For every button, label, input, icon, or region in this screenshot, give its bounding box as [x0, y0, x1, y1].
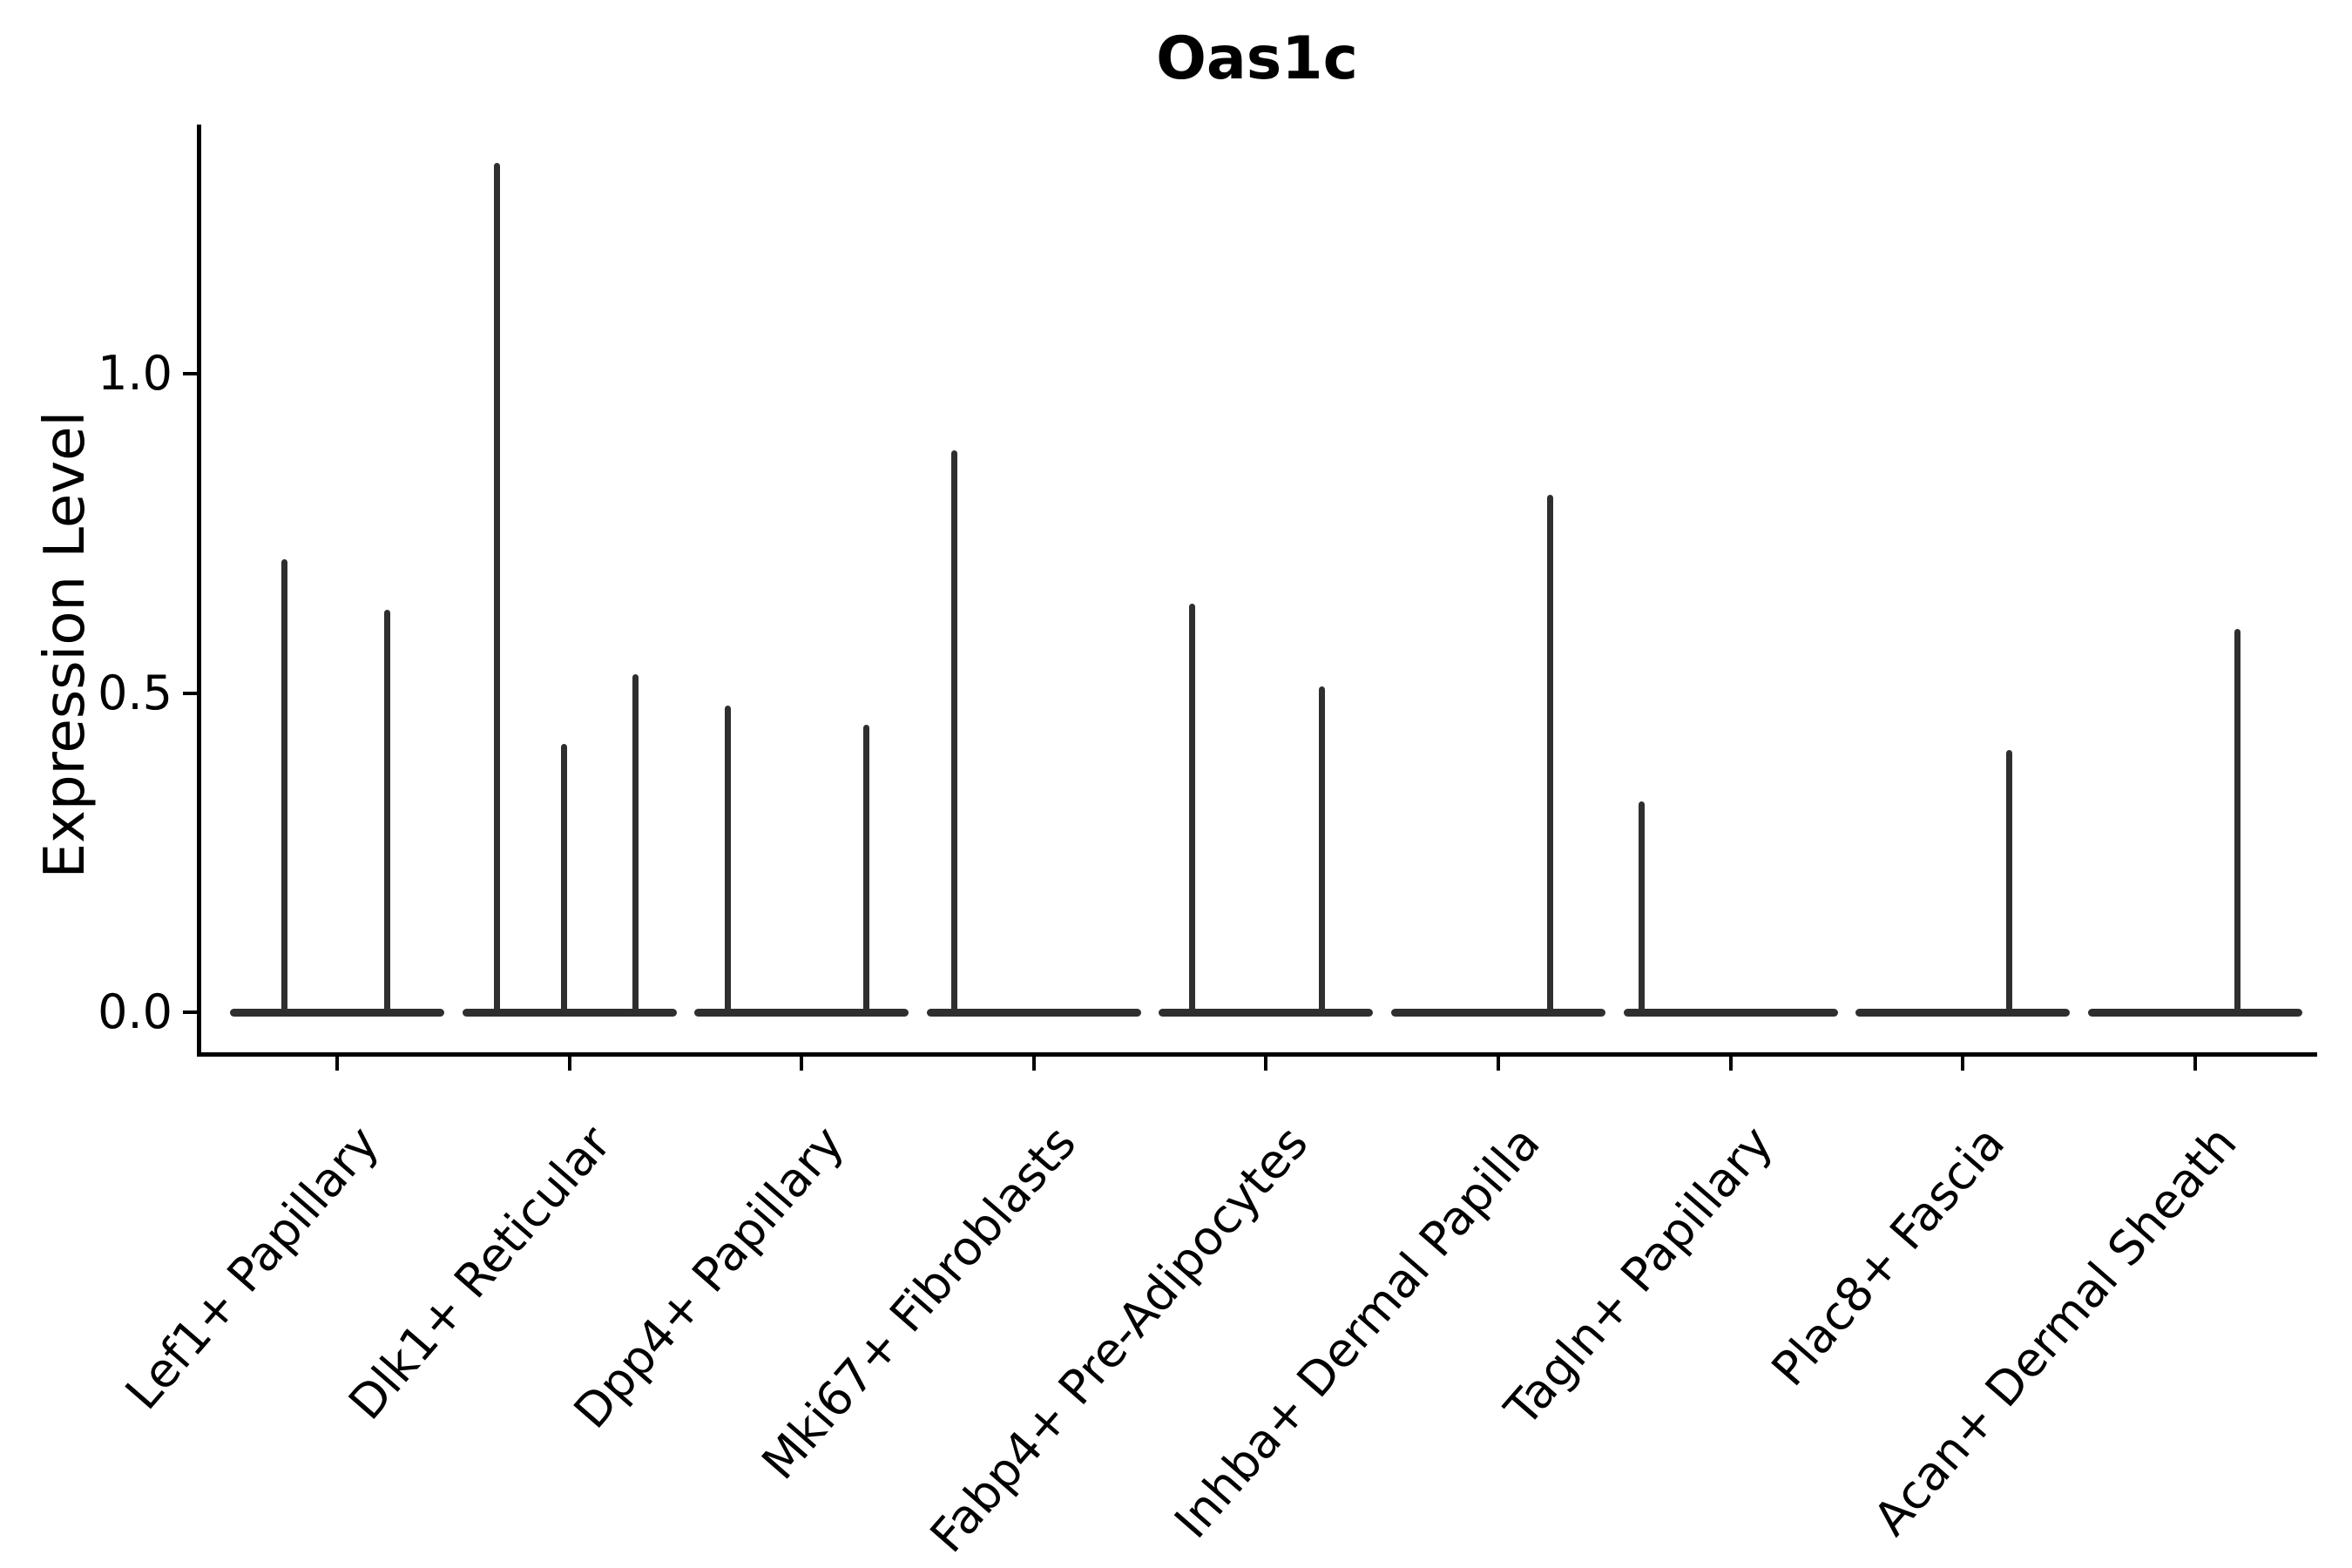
x-tick [567, 1057, 571, 1071]
violin-base [1391, 1008, 1605, 1017]
x-tick-label: Dlk1+ Reticular [338, 1115, 622, 1430]
x-tick [800, 1057, 804, 1071]
x-tick [335, 1057, 339, 1071]
violin-base [1855, 1008, 2071, 1017]
x-tick-label: Lef1+ Papillary [114, 1115, 390, 1420]
violin-spike [1639, 801, 1646, 1012]
y-tick-label: 0.5 [98, 665, 172, 720]
y-axis-spine [197, 125, 201, 1057]
plot-title: Oas1c [1156, 24, 1358, 93]
x-tick [1031, 1057, 1036, 1071]
violin-spike [1188, 603, 1195, 1012]
violin-spike [494, 163, 501, 1012]
x-axis-spine [197, 1052, 2317, 1057]
violin-spike [280, 558, 287, 1012]
violin-base [2087, 1008, 2302, 1017]
violin-spike [724, 706, 731, 1012]
x-tick [1264, 1057, 1268, 1071]
y-tick [183, 691, 197, 695]
x-tick [1728, 1057, 1733, 1071]
violin-base [1159, 1008, 1374, 1017]
x-tick [2193, 1057, 2197, 1071]
y-tick-label: 0.0 [98, 984, 172, 1039]
violin-spike [862, 725, 869, 1012]
violin-base [926, 1008, 1141, 1017]
x-tick [1497, 1057, 1500, 1071]
violin-base [694, 1008, 909, 1017]
x-tick [1961, 1057, 1965, 1071]
y-tick [183, 372, 197, 375]
violin-base [230, 1008, 444, 1017]
violin-spike [632, 673, 639, 1012]
y-tick-label: 1.0 [98, 346, 172, 401]
violin-spike [1546, 495, 1553, 1012]
violin-base [462, 1008, 677, 1017]
violin-spike [561, 744, 568, 1012]
violin-base [1623, 1008, 1838, 1017]
x-tick-label: Plac8+ Fascia [1761, 1115, 2016, 1396]
y-tick [183, 1010, 197, 1014]
violin-spike [383, 610, 390, 1012]
violin-spike [2005, 750, 2012, 1012]
violin-spike [951, 449, 958, 1012]
violin-spike [2234, 629, 2241, 1012]
violin-spike [1318, 686, 1325, 1012]
x-tick-label: Fabp4+ Pre-Adipocytes [919, 1115, 1319, 1564]
y-axis-label: Expression Level [33, 410, 98, 879]
